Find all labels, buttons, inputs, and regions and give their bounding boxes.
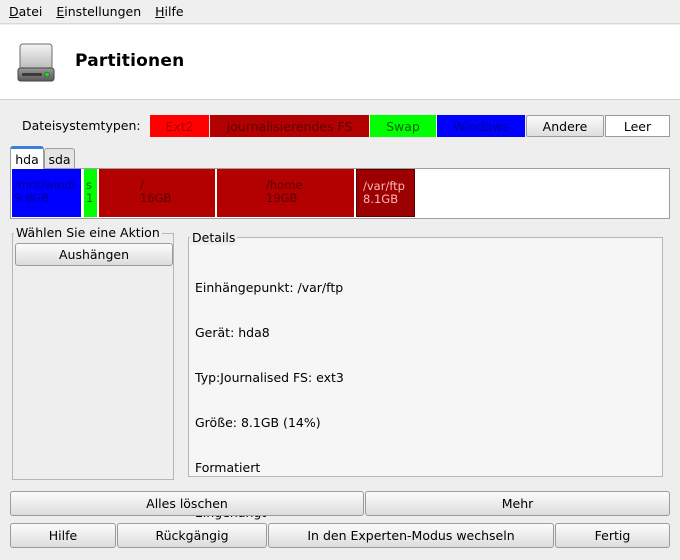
menubar: Datei Einstellungen Hilfe (0, 0, 680, 24)
partition-size-label: 9.8GB (14, 191, 50, 205)
detail-mount-point: Einhängepunkt: /var/ftp (195, 280, 344, 295)
undo-button[interactable]: Rückgängig (117, 523, 267, 548)
menu-einstellungen[interactable]: Einstellungen (56, 3, 142, 19)
tab-sda[interactable]: sda (44, 148, 75, 169)
detail-formatted: Formatiert (195, 460, 261, 475)
menu-hilfe[interactable]: Hilfe (155, 3, 184, 19)
partition-mount-label: / (140, 178, 144, 192)
partition-root[interactable]: / 16GB (99, 169, 215, 217)
menu-datei[interactable]: Datei (9, 3, 43, 19)
details-group (188, 237, 663, 477)
detail-type: Typ:Journalised FS: ext3 (195, 370, 344, 385)
fs-legend-windows: Windows (437, 115, 525, 137)
fs-types-label: Dateisystemtypen: (22, 118, 141, 133)
expert-mode-button[interactable]: In den Experten-Modus wechseln (268, 523, 554, 548)
fs-legend-empty: Leer (605, 115, 670, 137)
partition-mount-label: /home (266, 178, 303, 192)
more-button[interactable]: Mehr (365, 491, 670, 516)
fs-legend-swap: Swap (370, 115, 436, 137)
action-group-legend: Wählen Sie eine Aktion (14, 225, 162, 240)
partition-mount-label: /var/ftp (363, 179, 405, 193)
partition-mount-label: s (86, 178, 92, 192)
header: Partitionen (0, 25, 680, 100)
detail-device: Gerät: hda8 (195, 325, 270, 340)
partition-mount-label: /mnt/windi (14, 178, 76, 192)
help-button[interactable]: Hilfe (10, 523, 116, 548)
partition-home[interactable]: /home 19GB (217, 169, 354, 217)
unmount-button[interactable]: Aushängen (15, 243, 173, 266)
page-title: Partitionen (75, 51, 185, 71)
fs-legend-journalised: Journalisierendes FS (210, 115, 369, 137)
partition-size-label: 19GB (266, 191, 298, 205)
fs-legend-other: Andere (526, 115, 604, 137)
clear-all-button[interactable]: Alles löschen (10, 491, 364, 516)
partition-size-label: 8.1GB (363, 192, 399, 206)
fs-legend-ext2: Ext2 (150, 115, 209, 137)
done-button[interactable]: Fertig (555, 523, 670, 548)
tab-hda[interactable]: hda (10, 146, 44, 169)
partition-swap[interactable]: s 1 (84, 169, 97, 217)
partition-size-label: 1 (86, 191, 94, 205)
details-text: Einhängepunkt: /var/ftp Gerät: hda8 Typ:… (195, 250, 344, 535)
details-legend: Details (190, 230, 238, 245)
partition-size-label: 16GB (140, 191, 172, 205)
partition-var-ftp[interactable]: /var/ftp 8.1GB (356, 169, 415, 217)
action-group (12, 233, 174, 480)
detail-size: Größe: 8.1GB (14%) (195, 415, 321, 430)
hard-drive-icon (17, 43, 55, 82)
partition-mnt-windows[interactable]: /mnt/windi 9.8GB (12, 169, 81, 217)
